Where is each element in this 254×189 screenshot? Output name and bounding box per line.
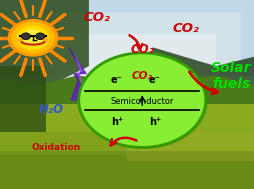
- Text: Solar
fuels: Solar fuels: [211, 60, 251, 91]
- Circle shape: [8, 19, 58, 57]
- FancyBboxPatch shape: [0, 104, 254, 189]
- FancyBboxPatch shape: [25, 13, 241, 85]
- Circle shape: [17, 37, 23, 42]
- Circle shape: [43, 37, 49, 42]
- Text: H₂O: H₂O: [38, 103, 63, 116]
- Text: CO₂: CO₂: [132, 71, 153, 81]
- Text: Semiconductor: Semiconductor: [110, 97, 174, 106]
- Polygon shape: [69, 47, 91, 100]
- Circle shape: [22, 29, 44, 46]
- Circle shape: [21, 33, 30, 40]
- Text: CO₂: CO₂: [130, 43, 154, 56]
- FancyBboxPatch shape: [0, 66, 46, 132]
- FancyBboxPatch shape: [0, 132, 127, 155]
- Circle shape: [11, 22, 55, 54]
- Polygon shape: [0, 0, 89, 85]
- Circle shape: [36, 33, 45, 40]
- Circle shape: [17, 26, 50, 50]
- Text: e⁻: e⁻: [111, 75, 123, 85]
- FancyBboxPatch shape: [0, 0, 254, 76]
- Text: h⁺: h⁺: [111, 117, 123, 127]
- Text: e⁻: e⁻: [149, 75, 161, 85]
- FancyBboxPatch shape: [38, 34, 216, 76]
- FancyBboxPatch shape: [127, 132, 254, 161]
- Polygon shape: [74, 51, 86, 94]
- Circle shape: [81, 54, 208, 149]
- Text: CO₂: CO₂: [172, 22, 199, 35]
- Circle shape: [79, 53, 206, 147]
- Text: h⁺: h⁺: [149, 117, 161, 127]
- Text: CO₂: CO₂: [83, 11, 110, 23]
- FancyBboxPatch shape: [0, 151, 254, 189]
- Polygon shape: [152, 47, 254, 85]
- Text: Oxidation: Oxidation: [31, 143, 81, 152]
- Polygon shape: [0, 72, 254, 113]
